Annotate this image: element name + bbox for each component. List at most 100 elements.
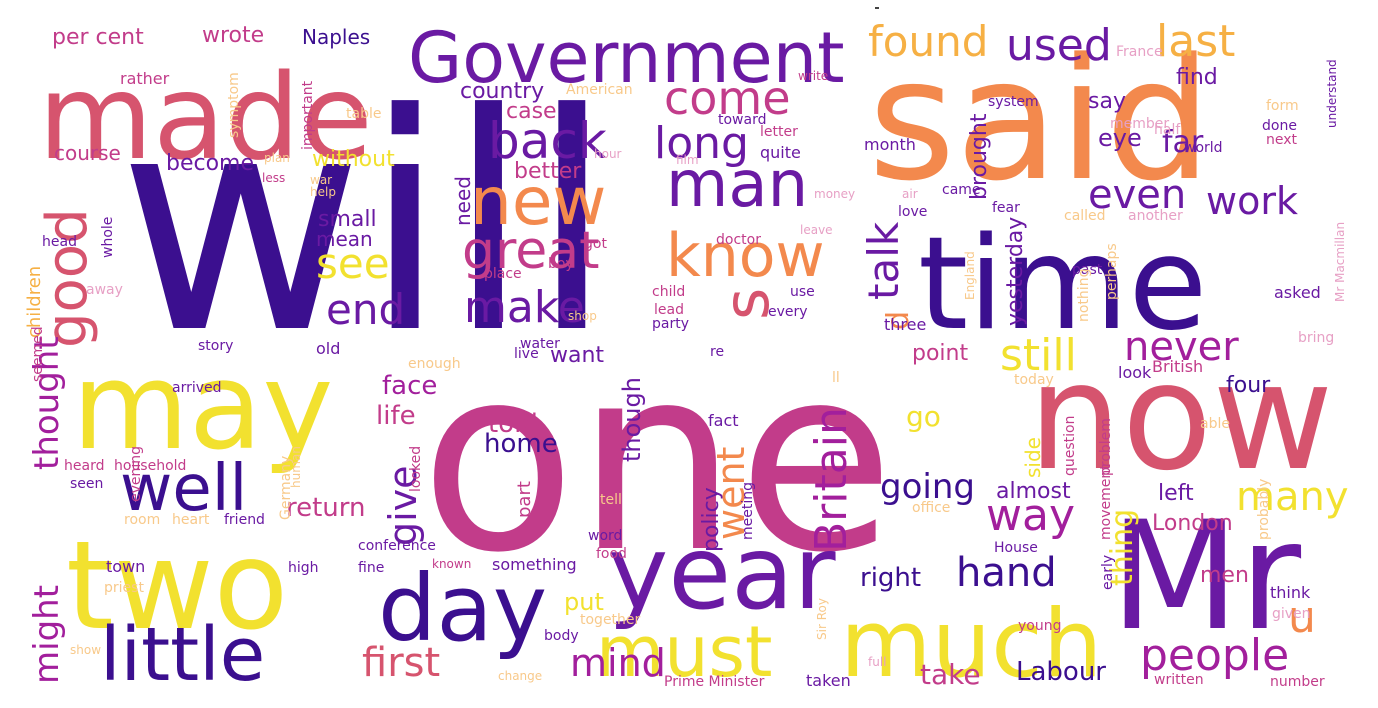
word-two: two	[66, 515, 288, 657]
word-asked: asked	[1274, 283, 1321, 302]
word-back: back	[488, 112, 607, 170]
word-three: three	[884, 315, 926, 334]
word-though: though	[618, 377, 646, 462]
word-small: small	[318, 207, 377, 232]
word-toward: toward	[718, 112, 766, 128]
word-away: away	[86, 282, 123, 298]
word-without: without	[312, 147, 395, 172]
word-eye: eye	[1098, 124, 1142, 152]
word-life: life	[376, 401, 416, 431]
word-much: much	[840, 590, 1102, 699]
word-side: side	[1021, 437, 1045, 478]
word-britain: Britain	[806, 407, 857, 552]
word-form: form	[1266, 98, 1299, 114]
word-now: now	[1028, 331, 1333, 503]
word-yesterday: yesterday	[1003, 217, 1028, 326]
word-u: u	[1288, 592, 1316, 643]
word-food: food	[596, 546, 627, 562]
word-london: London	[1152, 511, 1233, 536]
word-evening: evening	[128, 446, 144, 502]
word-will: will	[118, 50, 613, 399]
word-young: young	[1018, 618, 1061, 634]
word-many: many	[1236, 474, 1349, 520]
word-one: one	[420, 312, 895, 609]
word-mr-macmillan: Mr Macmillan	[1333, 222, 1347, 302]
word-conference: conference	[358, 538, 436, 554]
word-course: course	[54, 141, 121, 165]
word-question: question	[1062, 416, 1078, 476]
word-said: said	[868, 22, 1212, 218]
word-part: part	[514, 481, 535, 518]
word-house: House	[994, 540, 1038, 556]
word-england: England	[963, 251, 977, 300]
word-country: country	[460, 79, 544, 104]
word-place: place	[484, 266, 522, 282]
word-know: know	[666, 221, 825, 291]
word-become: become	[166, 151, 254, 176]
word-children: children	[24, 266, 45, 338]
word-talk: talk	[859, 221, 908, 300]
word-last: last	[1156, 16, 1235, 67]
word-given: given	[1272, 606, 1311, 622]
word-show: show	[70, 643, 101, 657]
word-done: done	[1262, 118, 1297, 134]
word-going: going	[880, 467, 975, 507]
word-film: film	[676, 153, 699, 167]
word-party: party	[652, 316, 689, 332]
top-edge-mark	[875, 7, 879, 9]
word-quite: quite	[760, 143, 801, 162]
word-make: make	[464, 282, 585, 333]
word-money: money	[814, 187, 855, 201]
word-see: see	[316, 239, 390, 288]
word-lead: lead	[654, 302, 684, 318]
word-face: face	[382, 371, 437, 401]
word-doctor: doctor	[716, 232, 761, 248]
word-long: long	[654, 118, 749, 169]
word-found: found	[868, 17, 988, 66]
word-taken: taken	[806, 671, 851, 690]
word-whole: whole	[100, 217, 116, 258]
word-room: room	[124, 512, 160, 528]
word-every: every	[768, 304, 808, 320]
word-brought: brought	[967, 113, 992, 200]
word-men: men	[1200, 563, 1249, 588]
word-give: give	[381, 465, 425, 546]
word-table: table	[346, 106, 381, 122]
word-movement: movement	[1098, 464, 1114, 540]
word-look: look	[1118, 363, 1152, 382]
word-less: less	[262, 171, 285, 185]
word-seemed: seemed	[30, 326, 46, 382]
word-new: new	[470, 163, 606, 240]
word-labour: Labour	[1016, 657, 1106, 687]
word-month: month	[864, 135, 916, 154]
word-got: got	[584, 236, 607, 252]
word-policy: policy	[699, 487, 724, 552]
word-germany: Germany	[278, 456, 294, 520]
word-even: even	[1088, 172, 1186, 218]
word-world: world	[1184, 140, 1223, 156]
word-mr: Mr	[1110, 490, 1301, 664]
word-d: d	[881, 311, 916, 330]
word-want: want	[550, 343, 604, 368]
word-leave: leave	[800, 223, 833, 237]
word-fear: fear	[992, 200, 1020, 216]
word-think: think	[1270, 583, 1311, 602]
word-child: child	[652, 284, 685, 300]
word-boy: boy	[548, 256, 574, 272]
word-head: head	[42, 234, 77, 250]
word-say: say	[1088, 89, 1126, 114]
word-word: word	[588, 528, 622, 544]
word-man: man	[666, 148, 808, 222]
word-mind: mind	[570, 641, 666, 685]
word-early: early	[1100, 555, 1116, 590]
word-government: Government	[408, 17, 845, 99]
word-told: told	[488, 409, 538, 439]
word-come: come	[664, 71, 791, 125]
word-almost: almost	[996, 479, 1071, 504]
word-time: time	[918, 210, 1207, 359]
word-four: four	[1226, 373, 1271, 398]
word-point: point	[912, 341, 968, 366]
word-member: member	[1110, 116, 1169, 132]
word-american: American	[566, 82, 633, 98]
